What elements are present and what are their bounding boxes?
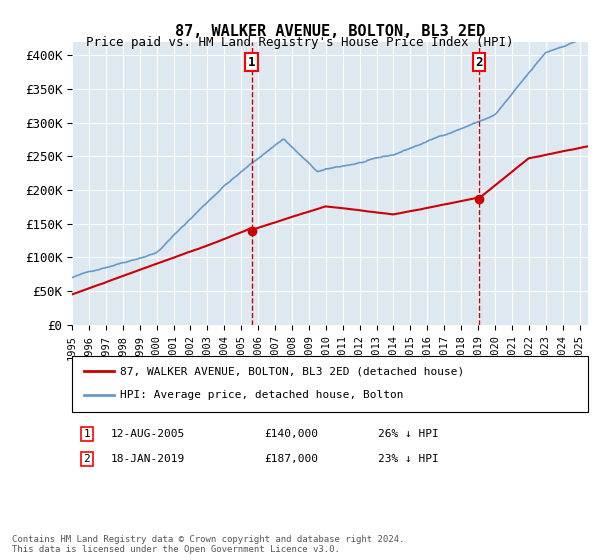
Text: 12-AUG-2005: 12-AUG-2005 (111, 429, 185, 439)
Text: 1: 1 (248, 55, 255, 69)
Text: £187,000: £187,000 (264, 454, 318, 464)
Text: HPI: Average price, detached house, Bolton: HPI: Average price, detached house, Bolt… (120, 390, 404, 400)
Text: 2: 2 (475, 55, 482, 69)
Text: Price paid vs. HM Land Registry's House Price Index (HPI): Price paid vs. HM Land Registry's House … (86, 36, 514, 49)
Text: 87, WALKER AVENUE, BOLTON, BL3 2ED (detached house): 87, WALKER AVENUE, BOLTON, BL3 2ED (deta… (120, 366, 464, 376)
Text: 1: 1 (83, 429, 91, 439)
Text: 18-JAN-2019: 18-JAN-2019 (111, 454, 185, 464)
Text: 2: 2 (83, 454, 91, 464)
Text: 23% ↓ HPI: 23% ↓ HPI (378, 454, 439, 464)
Text: Contains HM Land Registry data © Crown copyright and database right 2024.
This d: Contains HM Land Registry data © Crown c… (12, 535, 404, 554)
Title: 87, WALKER AVENUE, BOLTON, BL3 2ED: 87, WALKER AVENUE, BOLTON, BL3 2ED (175, 25, 485, 39)
Text: 26% ↓ HPI: 26% ↓ HPI (378, 429, 439, 439)
Text: £140,000: £140,000 (264, 429, 318, 439)
